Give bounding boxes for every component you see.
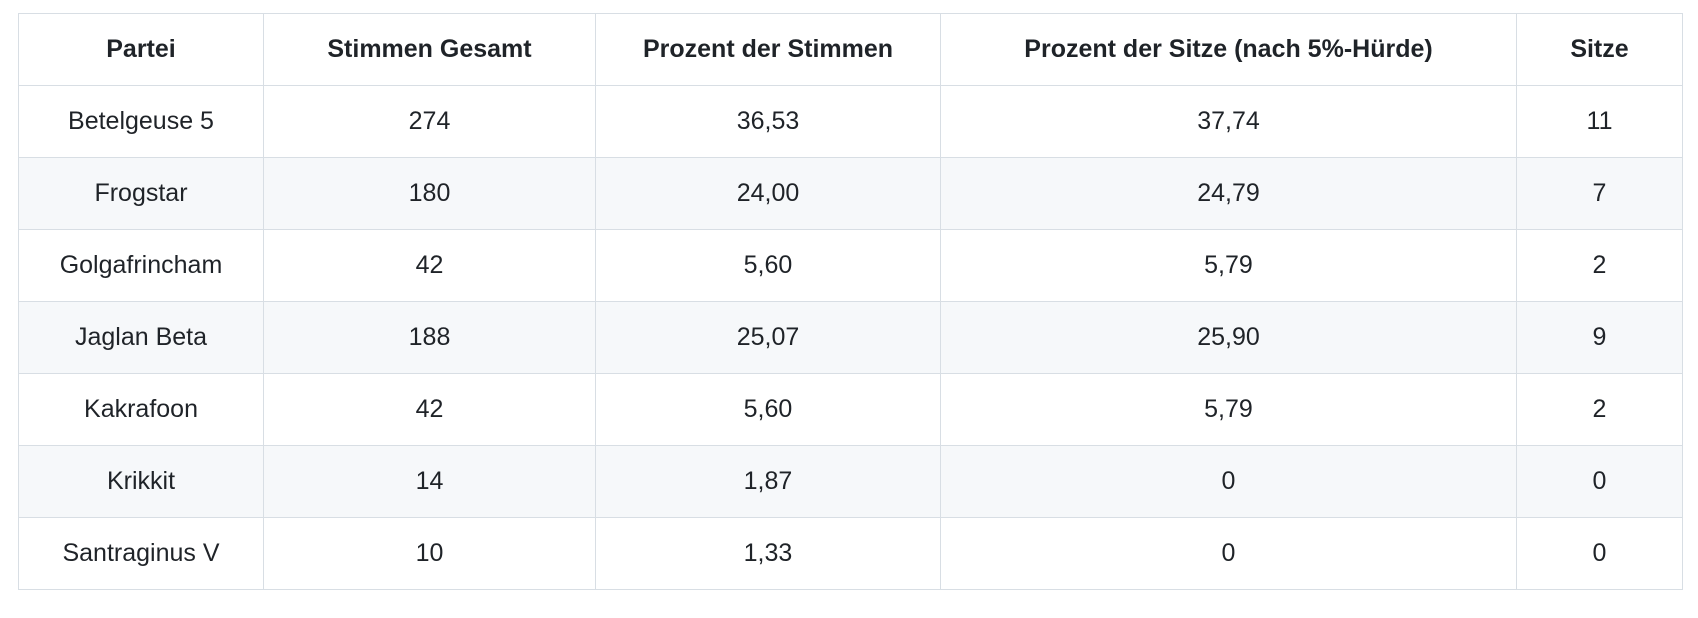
column-header-stimmen-gesamt: Stimmen Gesamt bbox=[263, 13, 596, 86]
cell-prozent-stimmen: 5,60 bbox=[595, 373, 941, 446]
cell-partei: Golgafrincham bbox=[18, 229, 264, 302]
cell-stimmen-gesamt: 274 bbox=[263, 85, 596, 158]
election-results-table: Partei Stimmen Gesamt Prozent der Stimme… bbox=[18, 13, 1683, 590]
table-header: Partei Stimmen Gesamt Prozent der Stimme… bbox=[18, 13, 1683, 86]
cell-sitze: 0 bbox=[1516, 445, 1683, 518]
cell-sitze: 11 bbox=[1516, 85, 1683, 158]
cell-prozent-sitze: 37,74 bbox=[940, 85, 1517, 158]
table-row-frogstar: Frogstar 180 24,00 24,79 7 bbox=[18, 157, 1683, 230]
column-header-partei: Partei bbox=[18, 13, 264, 86]
column-header-prozent-sitze: Prozent der Sitze (nach 5%-Hürde) bbox=[940, 13, 1517, 86]
cell-sitze: 2 bbox=[1516, 373, 1683, 446]
cell-stimmen-gesamt: 10 bbox=[263, 517, 596, 590]
cell-sitze: 9 bbox=[1516, 301, 1683, 374]
cell-stimmen-gesamt: 180 bbox=[263, 157, 596, 230]
table-row-jaglan-beta: Jaglan Beta 188 25,07 25,90 9 bbox=[18, 301, 1683, 374]
table-row-golgafrincham: Golgafrincham 42 5,60 5,79 2 bbox=[18, 229, 1683, 302]
table-row-kakrafoon: Kakrafoon 42 5,60 5,79 2 bbox=[18, 373, 1683, 446]
table-row-krikkit: Krikkit 14 1,87 0 0 bbox=[18, 445, 1683, 518]
cell-prozent-stimmen: 1,33 bbox=[595, 517, 941, 590]
cell-sitze: 2 bbox=[1516, 229, 1683, 302]
table-row-betelgeuse-5: Betelgeuse 5 274 36,53 37,74 11 bbox=[18, 85, 1683, 158]
cell-prozent-sitze: 25,90 bbox=[940, 301, 1517, 374]
cell-prozent-sitze: 0 bbox=[940, 517, 1517, 590]
cell-prozent-sitze: 24,79 bbox=[940, 157, 1517, 230]
cell-prozent-stimmen: 5,60 bbox=[595, 229, 941, 302]
cell-stimmen-gesamt: 14 bbox=[263, 445, 596, 518]
table-row-santraginus-v: Santraginus V 10 1,33 0 0 bbox=[18, 517, 1683, 590]
cell-partei: Kakrafoon bbox=[18, 373, 264, 446]
cell-prozent-stimmen: 36,53 bbox=[595, 85, 941, 158]
cell-stimmen-gesamt: 42 bbox=[263, 229, 596, 302]
cell-partei: Santraginus V bbox=[18, 517, 264, 590]
cell-stimmen-gesamt: 42 bbox=[263, 373, 596, 446]
election-results-container: Partei Stimmen Gesamt Prozent der Stimme… bbox=[18, 13, 1683, 590]
table-body: Betelgeuse 5 274 36,53 37,74 11 Frogstar… bbox=[18, 85, 1683, 590]
header-row: Partei Stimmen Gesamt Prozent der Stimme… bbox=[18, 13, 1683, 86]
cell-prozent-sitze: 5,79 bbox=[940, 373, 1517, 446]
column-header-prozent-stimmen: Prozent der Stimmen bbox=[595, 13, 941, 86]
column-header-sitze: Sitze bbox=[1516, 13, 1683, 86]
cell-partei: Jaglan Beta bbox=[18, 301, 264, 374]
cell-prozent-sitze: 0 bbox=[940, 445, 1517, 518]
cell-partei: Krikkit bbox=[18, 445, 264, 518]
cell-sitze: 7 bbox=[1516, 157, 1683, 230]
cell-prozent-stimmen: 1,87 bbox=[595, 445, 941, 518]
cell-partei: Frogstar bbox=[18, 157, 264, 230]
cell-sitze: 0 bbox=[1516, 517, 1683, 590]
cell-prozent-stimmen: 25,07 bbox=[595, 301, 941, 374]
cell-partei: Betelgeuse 5 bbox=[18, 85, 264, 158]
cell-prozent-sitze: 5,79 bbox=[940, 229, 1517, 302]
cell-prozent-stimmen: 24,00 bbox=[595, 157, 941, 230]
cell-stimmen-gesamt: 188 bbox=[263, 301, 596, 374]
